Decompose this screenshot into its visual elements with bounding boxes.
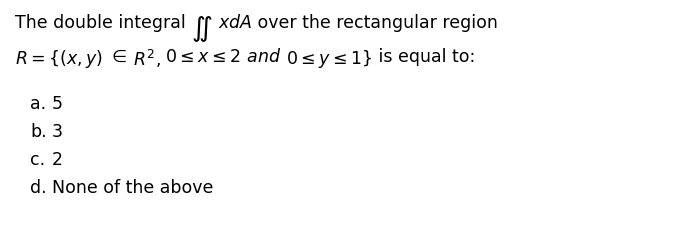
Text: b.: b.	[30, 123, 46, 140]
Text: 3: 3	[52, 123, 63, 140]
Text: $0 \leq x \leq 2$: $0 \leq x \leq 2$	[160, 48, 241, 66]
Text: 5: 5	[52, 95, 63, 112]
Text: c.: c.	[30, 150, 45, 168]
Text: $xdA$: $xdA$	[213, 14, 252, 32]
Text: over the rectangular region: over the rectangular region	[252, 14, 498, 32]
Text: a.: a.	[30, 95, 46, 112]
Text: None of the above: None of the above	[52, 178, 214, 196]
Text: $\in$: $\in$	[103, 48, 128, 66]
Text: d.: d.	[30, 178, 46, 196]
Text: 2: 2	[52, 150, 63, 168]
Text: $\mathit{and}$: $\mathit{and}$	[241, 48, 281, 66]
Text: $0 \leq y \leq 1\}$: $0 \leq y \leq 1\}$	[281, 48, 373, 70]
Text: is equal to:: is equal to:	[373, 48, 475, 66]
Text: The double integral: The double integral	[15, 14, 191, 32]
Text: $\iint$: $\iint$	[191, 14, 213, 44]
Text: $R = \{(x, y)$: $R = \{(x, y)$	[15, 48, 103, 70]
Text: $R^2,$: $R^2,$	[128, 48, 160, 70]
